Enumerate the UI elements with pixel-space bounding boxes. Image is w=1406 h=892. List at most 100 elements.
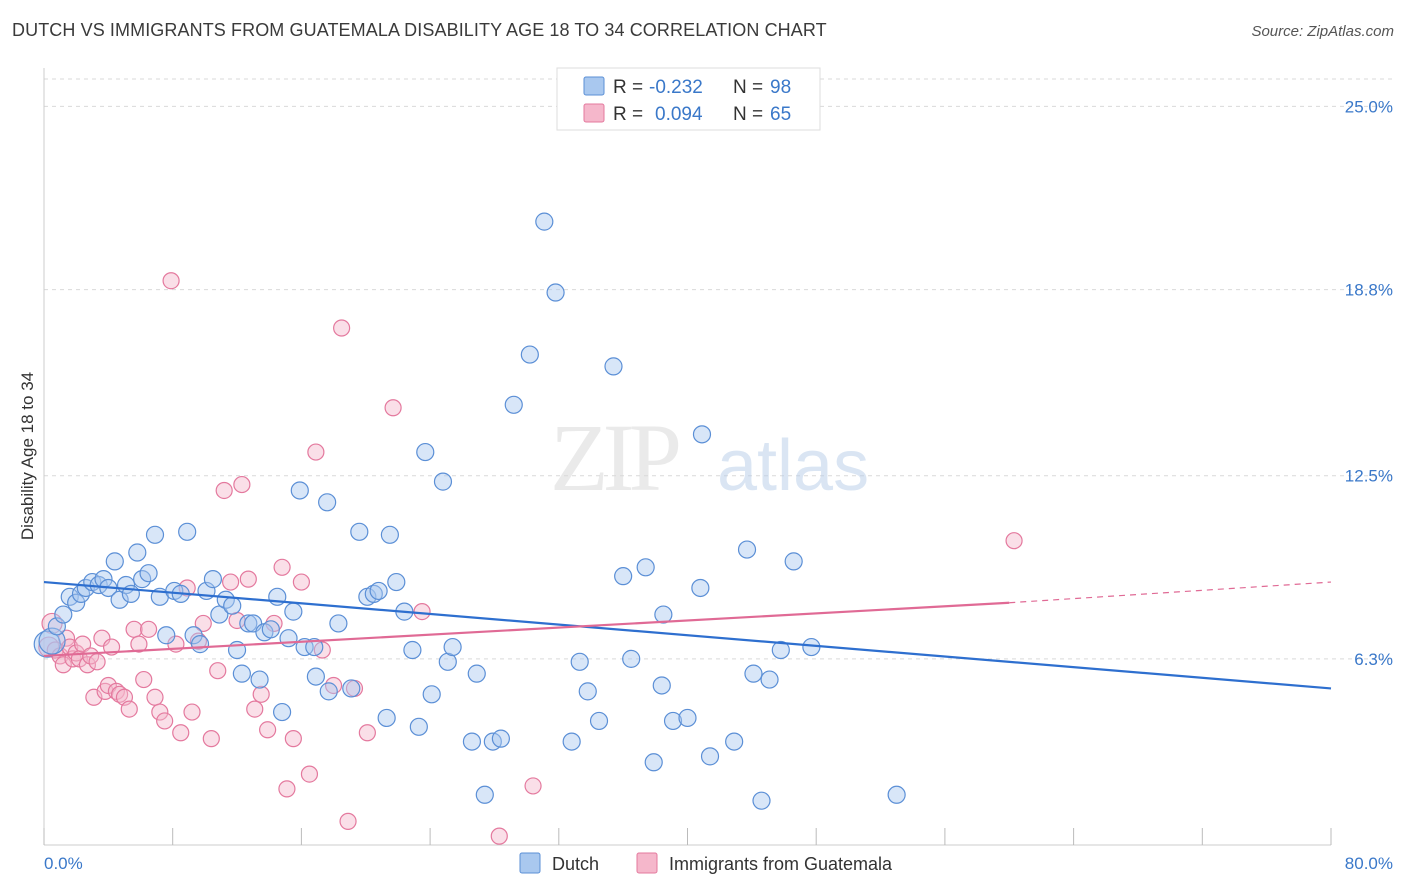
guatemala-point bbox=[358, 724, 376, 742]
guatemala-point bbox=[252, 685, 270, 703]
guatemala-point bbox=[183, 703, 201, 721]
dutch-point bbox=[546, 283, 565, 302]
guatemala-point bbox=[194, 614, 212, 633]
legend: R = -0.232 N = 98 R = 0.094 N = 65 bbox=[556, 67, 821, 131]
guatemala-point bbox=[278, 780, 296, 798]
dutch-point bbox=[475, 785, 494, 804]
dutch-point bbox=[364, 584, 383, 603]
guatemala-point bbox=[222, 573, 240, 591]
y-tick-label: 12.5% bbox=[1345, 467, 1393, 486]
bottom-legend-swatch-guatemala bbox=[636, 852, 658, 874]
dutch-point bbox=[145, 525, 165, 544]
legend-dutch-r-value: -0.232 bbox=[649, 77, 703, 98]
dutch-point bbox=[443, 637, 462, 657]
guatemala-point bbox=[524, 777, 542, 795]
y-tick-label: 18.8% bbox=[1345, 281, 1393, 300]
dutch-point bbox=[290, 481, 309, 500]
dutch-point bbox=[157, 626, 176, 645]
y-tick-label: 6.3% bbox=[1354, 650, 1393, 669]
dutch-point bbox=[504, 395, 523, 414]
dutch-point bbox=[520, 345, 539, 364]
dutch-point bbox=[67, 593, 86, 612]
dutch-point bbox=[416, 442, 435, 462]
guatemala-point bbox=[120, 700, 138, 718]
dutch-point bbox=[105, 552, 124, 571]
guatemala-point bbox=[125, 620, 143, 638]
axes bbox=[43, 68, 1331, 846]
guatemala-point bbox=[1005, 532, 1023, 550]
dutch-point bbox=[409, 717, 428, 736]
dutch-point bbox=[279, 629, 298, 648]
dutch-point bbox=[725, 732, 744, 751]
legend-guat-n-value: 65 bbox=[770, 104, 791, 125]
x-tick-label-min: 0.0% bbox=[44, 854, 83, 873]
dutch-point bbox=[760, 670, 779, 689]
guatemala-point bbox=[74, 635, 92, 653]
guatemala-point bbox=[162, 272, 180, 290]
watermark: ZIP atlas bbox=[550, 404, 869, 511]
y-tick-label: 25.0% bbox=[1345, 97, 1393, 116]
guatemala-point bbox=[111, 685, 129, 703]
bottom-legend-dutch-label: Dutch bbox=[552, 854, 599, 874]
dutch-point bbox=[433, 472, 453, 491]
guatemala-point bbox=[292, 573, 310, 591]
guatemala-point bbox=[139, 620, 158, 638]
guatemala-point bbox=[78, 656, 97, 674]
dutch-point bbox=[578, 682, 597, 701]
bottom-legend-swatch-dutch bbox=[519, 852, 541, 874]
guatemala-point bbox=[413, 603, 431, 621]
dutch-point bbox=[663, 711, 683, 731]
bottom-legend: Dutch Immigrants from Guatemala bbox=[519, 852, 893, 874]
legend-dutch-r-label: R = bbox=[613, 77, 643, 98]
guatemala-point bbox=[172, 724, 190, 742]
guatemala-point bbox=[135, 670, 153, 689]
dutch-point bbox=[737, 540, 757, 559]
dutch-point bbox=[570, 652, 589, 671]
legend-swatch-guatemala bbox=[583, 103, 605, 123]
dutch-point bbox=[47, 617, 66, 636]
legend-guat-r-label: R = bbox=[613, 104, 643, 125]
guatemala-point bbox=[88, 653, 106, 671]
legend-dutch-n-value: 98 bbox=[770, 77, 791, 98]
dutch-point bbox=[589, 711, 609, 731]
guatemala-trend-line bbox=[43, 601, 1010, 658]
dutch-point bbox=[752, 791, 771, 810]
guatemala-point bbox=[246, 700, 264, 718]
dutch-point bbox=[622, 649, 641, 668]
dutch-point bbox=[377, 708, 396, 728]
guatemala-point bbox=[239, 570, 257, 588]
dutch-point bbox=[678, 708, 697, 728]
dutch-point bbox=[261, 620, 280, 639]
guatemala-point bbox=[209, 662, 227, 680]
dutch-point bbox=[139, 564, 158, 583]
dutch-point bbox=[691, 578, 710, 598]
guatemala-point bbox=[151, 703, 169, 721]
guatemala-point bbox=[339, 812, 357, 830]
dutch-point bbox=[604, 357, 623, 376]
dutch-point bbox=[319, 682, 338, 701]
dutch-point bbox=[318, 493, 337, 512]
bottom-legend-guat-label: Immigrants from Guatemala bbox=[669, 854, 893, 874]
guatemala-point bbox=[54, 656, 72, 674]
dutch-point bbox=[692, 425, 712, 444]
dutch-point bbox=[306, 667, 325, 686]
dutch-trend-line bbox=[43, 580, 1332, 690]
dutch-point bbox=[636, 558, 655, 577]
chart-source: Source: ZipAtlas.com bbox=[1251, 23, 1394, 40]
dutch-point bbox=[700, 747, 720, 766]
chart-title: DUTCH VS IMMIGRANTS FROM GUATEMALA DISAB… bbox=[12, 20, 827, 40]
dutch-point bbox=[190, 635, 210, 654]
dutch-point bbox=[535, 212, 554, 231]
dutch-point bbox=[771, 640, 790, 660]
dutch-point bbox=[350, 522, 369, 541]
guatemala-point bbox=[156, 712, 174, 730]
dutch-point bbox=[178, 522, 197, 541]
legend-swatch-dutch bbox=[583, 76, 605, 96]
dutch-point bbox=[614, 567, 633, 586]
y-axis-label: Disability Age 18 to 34 bbox=[18, 372, 37, 540]
guatemala-point bbox=[384, 399, 402, 417]
dutch-point bbox=[128, 543, 147, 562]
dutch-point bbox=[250, 670, 269, 689]
legend-dutch-n-label: N = bbox=[733, 77, 763, 98]
